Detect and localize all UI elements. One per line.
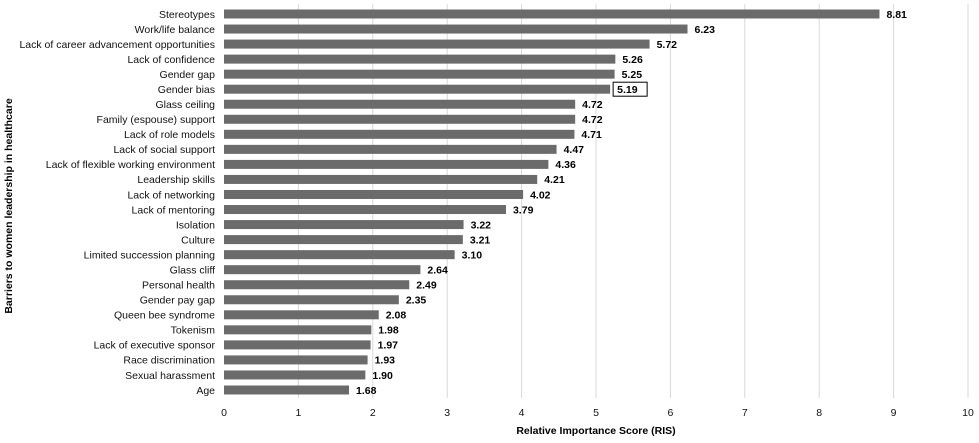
category-label: Lack of networking: [127, 189, 215, 201]
bars: [224, 9, 880, 395]
category-label: Lack of confidence: [127, 54, 215, 66]
bar: [224, 69, 615, 79]
bar: [224, 189, 524, 199]
value-label: 1.98: [378, 325, 399, 337]
bar: [224, 235, 463, 245]
category-label: Glass ceiling: [155, 99, 215, 111]
category-label: Family (espouse) support: [97, 114, 216, 126]
x-tick-label: 9: [891, 407, 897, 419]
bar: [224, 310, 379, 320]
category-label: Gender bias: [158, 84, 215, 96]
value-label: 2.08: [386, 310, 407, 322]
value-label: 5.25: [622, 69, 643, 81]
category-label: Sexual harassment: [125, 370, 215, 382]
category-label: Isolation: [176, 219, 215, 231]
bar: [224, 39, 650, 49]
category-label: Lack of executive sponsor: [94, 340, 216, 352]
value-label: 3.21: [470, 234, 491, 246]
category-label: Age: [196, 385, 215, 397]
value-label: 4.71: [581, 129, 602, 141]
bar: [224, 385, 349, 395]
category-labels: Stereotypes Work/life balance Lack of care…: [19, 9, 215, 397]
category-label: Stereotypes: [159, 9, 215, 21]
category-label: Culture: [181, 234, 215, 246]
bar: [224, 220, 464, 230]
bar: [224, 54, 616, 64]
value-label: 3.79: [513, 204, 534, 216]
bar: [224, 280, 410, 290]
category-label: Limited succession planning: [84, 249, 215, 261]
value-label: 1.97: [378, 340, 399, 352]
x-tick-label: 4: [519, 407, 525, 419]
x-tick-label: 6: [667, 407, 673, 419]
value-label: 4.47: [564, 144, 585, 156]
category-label: Race discrimination: [123, 355, 215, 367]
value-label: 1.90: [372, 370, 393, 382]
bar: [224, 24, 688, 34]
value-label: 2.64: [427, 264, 448, 276]
value-label: 4.72: [582, 114, 603, 126]
value-label: 5.26: [622, 54, 643, 66]
value-label: 4.72: [582, 99, 603, 111]
y-axis-title: Barriers to women leadership in healthca…: [3, 98, 15, 313]
x-tick-label: 5: [593, 407, 599, 419]
bar: [224, 325, 372, 335]
value-label: 2.35: [406, 295, 427, 307]
x-axis-title: Relative Importance Score (RIS): [516, 425, 675, 437]
bar: [224, 174, 538, 184]
category-label: Lack of mentoring: [132, 204, 216, 216]
value-labels: 8.81 6.23 5.72 5.26 5.25 5.19 4.72 4.72 4.71 4.47…: [356, 9, 907, 397]
value-label: 4.36: [555, 159, 576, 171]
value-label: 2.49: [416, 280, 437, 292]
bar: [224, 114, 576, 124]
bar: [224, 129, 575, 139]
bar: [224, 159, 549, 169]
category-label: Queen bee syndrome: [114, 310, 215, 322]
x-tick-label: 0: [221, 407, 227, 419]
value-label: 5.19: [617, 84, 638, 96]
x-tick-label: 2: [370, 407, 376, 419]
x-tick-label: 8: [816, 407, 822, 419]
category-label: Gender gap: [160, 69, 216, 81]
value-label: 4.21: [544, 174, 565, 186]
category-label: Lack of career advancement opportunities: [19, 39, 215, 51]
category-label: Work/life balance: [135, 24, 216, 36]
value-label: 1.68: [356, 385, 377, 397]
x-tick-label: 7: [742, 407, 748, 419]
bar: [224, 250, 455, 260]
category-label: Lack of social support: [113, 144, 215, 156]
value-label: 4.02: [530, 189, 551, 201]
value-label: 8.81: [886, 9, 907, 21]
value-label: 3.22: [471, 219, 492, 231]
x-tick-label: 10: [962, 407, 974, 419]
bar: [224, 355, 368, 365]
bar: [224, 9, 880, 19]
category-label: Lack of flexible working environment: [46, 159, 215, 171]
bar: [224, 99, 576, 109]
category-label: Gender pay gap: [140, 295, 215, 307]
category-label: Personal health: [142, 280, 215, 292]
value-label: 1.93: [375, 355, 396, 367]
bar: [224, 340, 371, 350]
bar: [224, 295, 399, 305]
value-label: 3.10: [462, 249, 483, 261]
x-tick-label: 3: [444, 407, 450, 419]
value-label: 5.72: [657, 39, 678, 51]
bar: [224, 205, 506, 215]
category-label: Tokenism: [171, 325, 216, 337]
highlight-box: [612, 81, 648, 97]
bar: [224, 84, 611, 94]
bar: [224, 265, 421, 275]
x-tick-label: 1: [295, 407, 301, 419]
x-axis-ticks: 0 1 2 3 4 5 6 7 8 9 10: [221, 407, 974, 419]
bar: [224, 370, 366, 380]
value-label: 6.23: [695, 24, 716, 36]
category-label: Lack of role models: [124, 129, 215, 141]
category-label: Glass cliff: [170, 264, 215, 276]
bar: [224, 144, 557, 154]
category-label: Leadership skills: [137, 174, 215, 186]
